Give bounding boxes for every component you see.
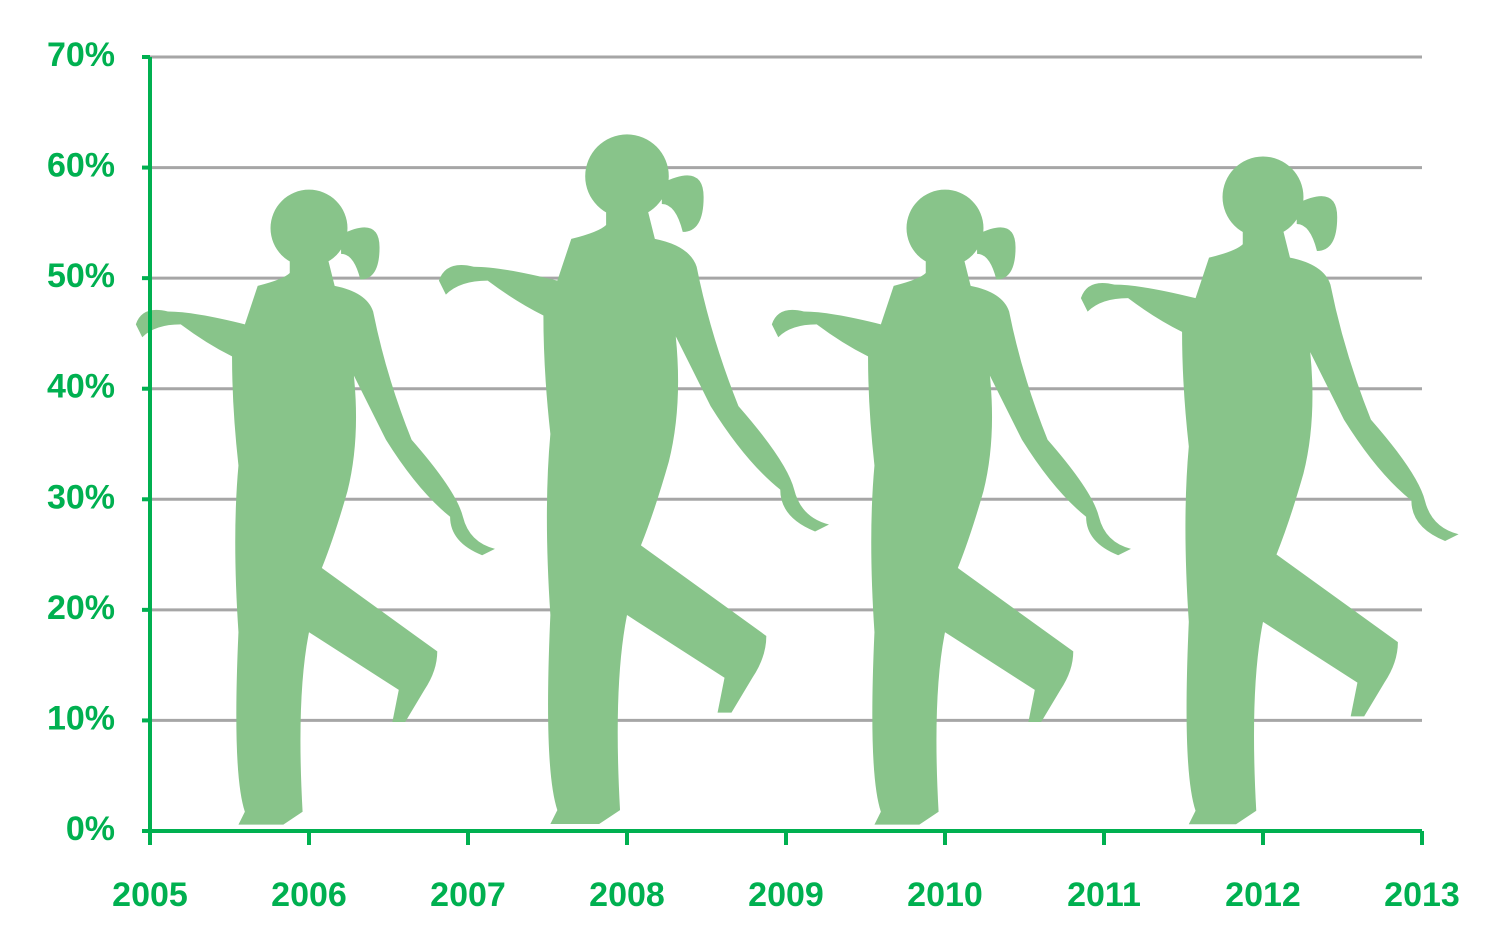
- x-tick-label: 2008: [589, 876, 665, 914]
- x-tick-label: 2007: [430, 876, 506, 914]
- y-tick-label: 10%: [47, 699, 115, 737]
- pictogram: [135, 189, 495, 825]
- y-tick-label: 70%: [47, 36, 115, 74]
- y-tick-label: 20%: [47, 589, 115, 627]
- x-tick-label: 2012: [1225, 876, 1301, 914]
- x-tick-label: 2006: [271, 876, 347, 914]
- y-tick-label: 0%: [66, 810, 115, 848]
- x-tick-label: 2009: [748, 876, 824, 914]
- x-tick-label: 2010: [907, 876, 983, 914]
- pictogram: [438, 134, 830, 825]
- x-tick-label: 2005: [112, 876, 188, 914]
- pictogram: [1080, 156, 1459, 825]
- y-tick-label: 30%: [47, 478, 115, 516]
- pictogram: [771, 189, 1131, 825]
- y-tick-label: 60%: [47, 147, 115, 185]
- y-tick-label: 50%: [47, 257, 115, 295]
- x-tick-label: 2013: [1384, 876, 1460, 914]
- y-tick-label: 40%: [47, 368, 115, 406]
- x-tick-label: 2011: [1067, 876, 1141, 914]
